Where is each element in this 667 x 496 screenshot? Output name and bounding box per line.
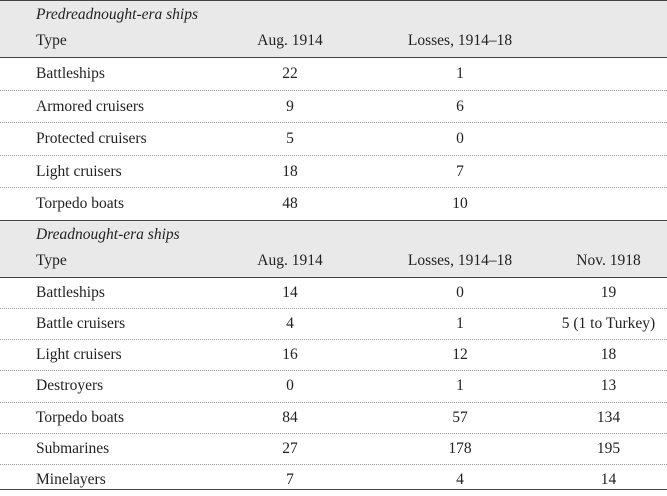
table-cell: 5	[286, 130, 294, 147]
table-section: Predreadnought-era ships Type Aug. 1914 Los…	[0, 1, 667, 220]
table-cell: 18	[282, 162, 298, 180]
table-row: Light cruisers 18 7	[0, 156, 667, 188]
row-label: Submarines	[36, 439, 110, 457]
section-title: Dreadnought-era ships	[36, 225, 180, 243]
column-header: Aug. 1914	[257, 251, 323, 269]
table-cell: 16	[282, 346, 298, 364]
table-cell: 22	[282, 65, 298, 82]
column-header: Aug. 1914	[257, 32, 323, 49]
row-label: Minelayers	[36, 471, 106, 489]
row-label: Torpedo boats	[36, 195, 125, 212]
table-cell: 6	[456, 97, 464, 115]
table-cell: 9	[286, 97, 294, 115]
table-cell: 14	[282, 283, 298, 301]
table-cell: 5 (1 to Turkey)	[561, 314, 656, 332]
table-cell: 27	[282, 439, 298, 457]
table-cell: 19	[600, 283, 617, 301]
row-label: Protected cruisers	[36, 130, 147, 147]
table-row: Battleships 22 1	[0, 58, 667, 91]
section-body: Battleships 22 1 Armored cruisers 9 6 Protecte…	[0, 58, 667, 220]
table-cell: 84	[282, 408, 298, 426]
table-row: Torpedo boats 84 57 134	[0, 403, 667, 434]
row-label: Battle cruisers	[36, 314, 126, 332]
table-cell: 178	[448, 439, 472, 457]
table-row: Battle cruisers 4 1 5 (1 to Turkey)	[0, 309, 667, 341]
table-row: Torpedo boats 48 10	[0, 188, 667, 220]
column-header: Type	[36, 251, 67, 269]
table-cell: 4	[286, 314, 294, 332]
table-row: Protected cruisers 5 0	[0, 123, 667, 156]
table-cell: 134	[596, 408, 621, 426]
section-header: Dreadnought-era ships Type Aug. 1914 Losses…	[0, 219, 667, 278]
column-header-row: Type Aug. 1914 Losses, 1914–18 Nov. 1918	[0, 247, 667, 277]
row-label: Light cruisers	[36, 346, 122, 364]
table-cell: 57	[452, 408, 468, 426]
column-header-row: Type Aug. 1914 Losses, 1914–18	[0, 27, 667, 57]
table-cell: 12	[452, 346, 468, 364]
column-header: Type	[36, 32, 67, 49]
table-row: Destroyers 0 1 13	[0, 371, 667, 403]
table-cell: 1	[456, 314, 464, 332]
table-cell: 195	[596, 439, 621, 457]
table-row: Light cruisers 16 12 18	[0, 340, 667, 372]
table-cell: 1	[456, 377, 464, 395]
section-header: Predreadnought-era ships Type Aug. 1914 Los…	[0, 1, 667, 58]
table-row: Battleships 14 0 19	[0, 278, 667, 309]
table-cell: 14	[600, 471, 617, 489]
table-cell: 13	[600, 377, 617, 395]
table-cell: 0	[456, 283, 464, 301]
section-body: Battleships 14 0 19 Battle cruisers 4 1 5 (1 to…	[0, 278, 667, 496]
table-cell: 18	[600, 346, 617, 364]
column-header: Nov. 1918	[576, 251, 641, 269]
row-label: Battleships	[36, 65, 105, 82]
row-label: Light cruisers	[36, 162, 122, 180]
table-cell: 7	[286, 471, 294, 489]
column-header: Losses, 1914–18	[407, 251, 513, 269]
table-row: Minelayers 7 4 14	[0, 465, 667, 495]
table-cell: 7	[456, 162, 464, 180]
table-cell: 48	[282, 195, 298, 212]
table-cell: 4	[456, 471, 464, 489]
row-label: Battleships	[36, 283, 105, 301]
row-label: Armored cruisers	[36, 97, 145, 115]
row-label: Destroyers	[36, 377, 104, 395]
row-label: Torpedo boats	[36, 408, 125, 426]
table-row: Submarines 27 178 195	[0, 434, 667, 466]
table-row: Armored cruisers 9 6	[0, 91, 667, 123]
table-cell: 0	[286, 377, 294, 395]
table-cell: 0	[456, 130, 464, 147]
section-title: Predreadnought-era ships	[36, 6, 199, 23]
column-header: Losses, 1914–18	[407, 32, 513, 49]
table-cell: 10	[452, 195, 468, 212]
table-cell: 1	[456, 65, 464, 82]
table-section: Dreadnought-era ships Type Aug. 1914 Losses…	[0, 219, 667, 496]
